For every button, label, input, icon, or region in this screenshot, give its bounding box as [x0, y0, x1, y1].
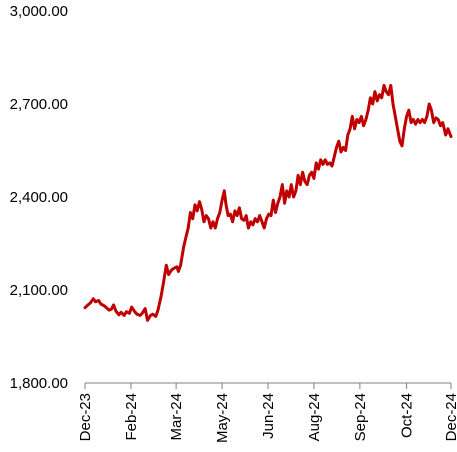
- y-tick-label: 2,700.00: [10, 96, 68, 113]
- series-group: [83, 83, 453, 322]
- x-tick-label: Sep-24: [352, 393, 369, 441]
- y-tick-label: 1,800.00: [10, 375, 68, 392]
- x-tick-label: Dec-24: [443, 393, 457, 441]
- y-tick-label: 2,100.00: [10, 282, 68, 299]
- x-tick-label: Jun-24: [260, 393, 277, 439]
- x-tick-label: May-24: [214, 393, 231, 443]
- y-tick-label: 3,000.00: [10, 3, 68, 20]
- x-tick-label: Dec-23: [77, 393, 94, 441]
- series-line-0: [83, 83, 453, 322]
- x-tick-label: Mar-24: [168, 393, 185, 441]
- x-axis-ticks: Dec-23 Feb-24 Mar-24 May-24 Jun-24 Aug-24 Sep-…: [77, 383, 457, 443]
- y-axis-ticks: 1,800.00 2,100.00 2,400.00 2,700.00 3,000.00: [10, 3, 68, 392]
- x-tick-label: Aug-24: [306, 393, 323, 441]
- y-tick-label: 2,400.00: [10, 189, 68, 206]
- x-tick-label: Feb-24: [123, 393, 140, 441]
- x-tick-label: Oct-24: [399, 393, 416, 438]
